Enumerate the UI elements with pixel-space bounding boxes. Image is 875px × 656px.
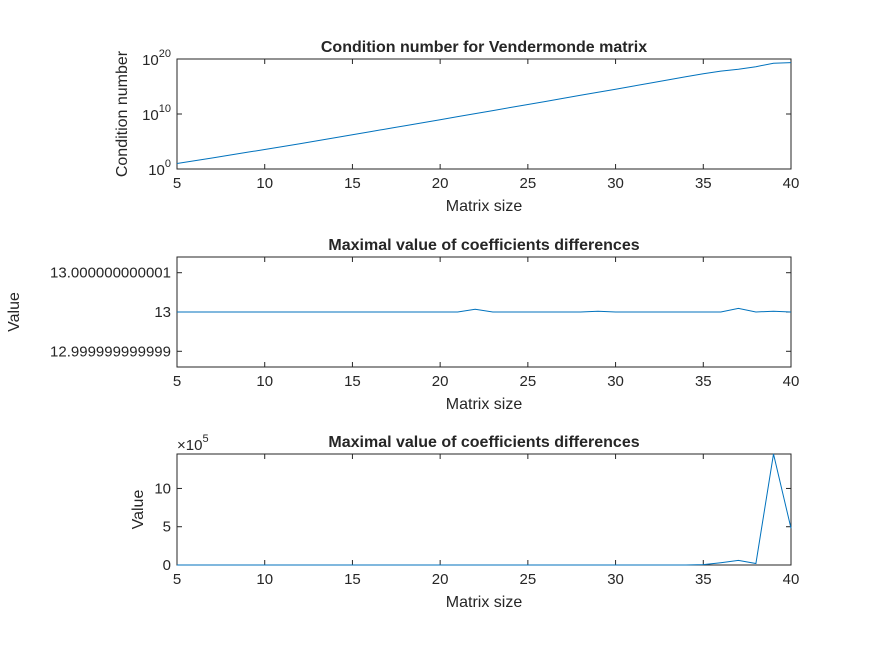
x-tick-label: 40 — [783, 373, 800, 390]
x-tick-label: 20 — [432, 571, 449, 588]
series-line — [177, 453, 792, 566]
x-axis-label: Matrix size — [446, 396, 523, 413]
x-tick-label: 30 — [607, 175, 624, 192]
y-axis-label: Value — [130, 490, 147, 530]
x-tick-label: 15 — [344, 571, 361, 588]
y-tick-label: 5 — [163, 519, 171, 536]
y-tick-label: 100 — [148, 158, 171, 179]
x-tick-label: 40 — [783, 175, 800, 192]
y-axis-label: Condition number — [114, 50, 131, 177]
x-tick-label: 20 — [432, 373, 449, 390]
x-tick-label: 15 — [344, 175, 361, 192]
x-tick-label: 25 — [520, 571, 537, 588]
chart-title: Maximal value of coefficients difference… — [328, 434, 639, 451]
subplot-1: 5 10 15 20 25 30 35 40 100 1010 1020 Condition numb… — [114, 39, 799, 215]
x-tick-label: 30 — [607, 571, 624, 588]
x-tick-label: 10 — [256, 373, 273, 390]
subplot-2: 5 10 15 20 25 30 35 40 12.999999999999 13 13.00000… — [6, 237, 799, 413]
x-tick-label: 20 — [432, 175, 449, 192]
x-tick-label: 35 — [695, 571, 712, 588]
axes-box — [176, 58, 792, 170]
y-tick-label: 13.000000000001 — [50, 265, 171, 282]
x-tick-label: 10 — [256, 175, 273, 192]
series-line — [176, 62, 792, 164]
chart-title: Maximal value of coefficients difference… — [328, 237, 639, 254]
axes-box — [176, 453, 792, 566]
y-tick-label: 12.999999999999 — [50, 343, 171, 360]
x-tick-label: 5 — [173, 373, 181, 390]
x-tick-label: 25 — [520, 175, 537, 192]
y-tick-label: 0 — [163, 557, 171, 574]
y-tick-label: 1010 — [142, 103, 171, 124]
y-tick-label: 10 — [154, 480, 171, 497]
y-tick-label: 1020 — [142, 48, 171, 69]
x-tick-label: 40 — [783, 571, 800, 588]
x-axis-label: Matrix size — [446, 594, 523, 611]
x-tick-label: 35 — [695, 373, 712, 390]
y-axis-label: Value — [6, 292, 23, 332]
x-axis-label: Matrix size — [446, 198, 523, 215]
y-tick-label: 13 — [154, 304, 171, 321]
x-tick-label: 5 — [173, 571, 181, 588]
x-tick-label: 30 — [607, 373, 624, 390]
series-line — [177, 307, 792, 313]
x-tick-label: 15 — [344, 373, 361, 390]
chart-title: Condition number for Vendermonde matrix — [321, 39, 647, 56]
x-tick-label: 5 — [173, 175, 181, 192]
x-tick-label: 25 — [520, 373, 537, 390]
y-multiplier-label: ×105 — [177, 433, 209, 454]
x-tick-label: 35 — [695, 175, 712, 192]
x-tick-label: 10 — [256, 571, 273, 588]
